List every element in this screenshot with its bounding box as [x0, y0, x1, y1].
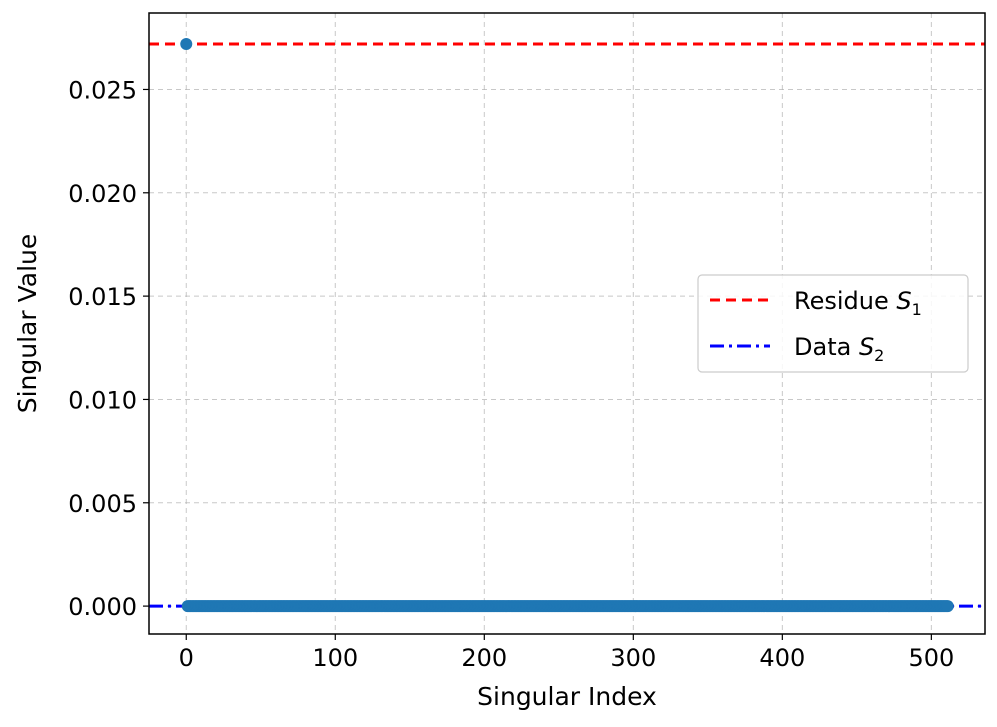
y-tick-label: 0.020	[68, 180, 137, 208]
data-points	[180, 37, 954, 613]
y-tick-label: 0.000	[68, 593, 137, 621]
plot-frame	[148, 12, 986, 635]
legend-entry-data: Data S2	[794, 333, 884, 365]
x-tick-label: 0	[179, 644, 194, 672]
legend-residue-sub: 1	[912, 300, 922, 319]
x-tick-label: 200	[461, 644, 507, 672]
x-tick-label: 300	[610, 644, 656, 672]
y-ticks: 0.000 0.005 0.010 0.015 0.020 0.025	[68, 76, 149, 621]
data-point-first	[180, 37, 193, 50]
legend: Residue S1 Data S2	[697, 274, 969, 373]
y-tick-label: 0.005	[68, 490, 137, 518]
y-tick-label: 0.015	[68, 283, 137, 311]
x-tick-label: 500	[908, 644, 954, 672]
y-axis-label: Singular Value	[13, 234, 42, 414]
x-axis-label: Singular Index	[477, 682, 657, 711]
legend-data-var: S	[859, 333, 874, 361]
legend-data-main: Data	[794, 333, 859, 361]
legend-data-sub: 2	[874, 346, 884, 365]
x-tick-label: 400	[759, 644, 805, 672]
y-tick-label: 0.010	[68, 386, 137, 414]
legend-residue-var: S	[896, 287, 911, 315]
y-tick-label: 0.025	[68, 76, 137, 104]
x-ticks: 0 100 200 300 400 500	[179, 634, 954, 672]
legend-residue-main: Residue	[794, 287, 896, 315]
legend-entry-residue: Residue S1	[794, 287, 922, 319]
data-point	[941, 600, 954, 613]
x-tick-label: 100	[312, 644, 358, 672]
